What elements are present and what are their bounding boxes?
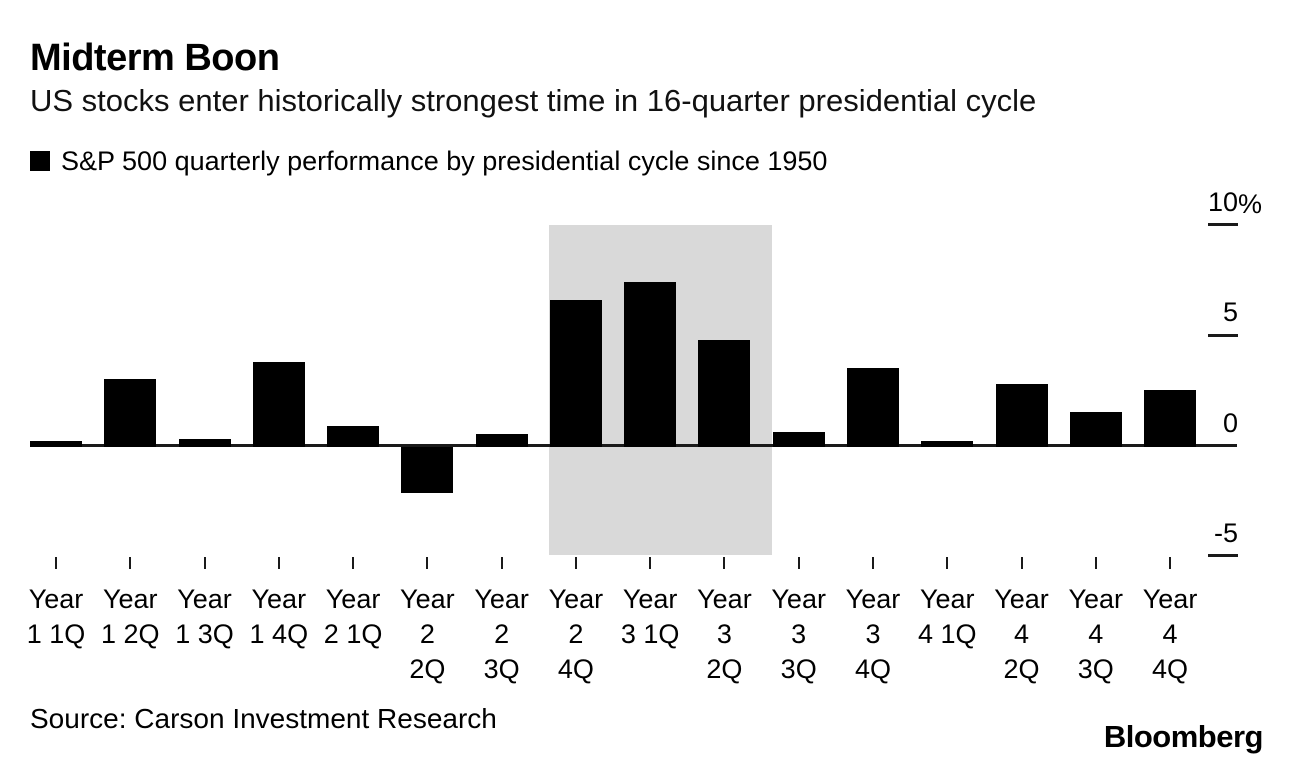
x-category-label: Year 4 3Q <box>1068 584 1124 684</box>
x-category-label: Year 1 2Q <box>100 584 160 649</box>
x-tick <box>500 557 503 569</box>
x-category-label: Year 2 2Q <box>400 584 455 684</box>
x-tick <box>352 557 355 569</box>
x-tick <box>1169 557 1172 569</box>
bloomberg-logo: Bloomberg <box>1103 719 1264 754</box>
y-tick-dash <box>1208 223 1238 227</box>
bar <box>624 282 677 448</box>
bar <box>1069 412 1122 448</box>
x-tick <box>203 557 206 569</box>
x-category-label: Year 1 1Q <box>26 584 86 649</box>
y-tick-label: 5 <box>1222 297 1238 328</box>
x-category-label: Year 4 2Q <box>994 584 1049 684</box>
bar <box>846 368 899 448</box>
bar <box>104 379 157 448</box>
bar <box>178 438 231 448</box>
legend-label: S&P 500 quarterly performance by preside… <box>61 145 828 176</box>
x-category-label: Year 1 4Q <box>249 584 309 649</box>
bar <box>252 361 305 448</box>
x-tick <box>946 557 949 569</box>
chart-subtitle: US stocks enter historically strongest t… <box>30 83 1037 118</box>
x-category-label: Year 2 3Q <box>474 584 529 684</box>
bar <box>549 299 602 448</box>
y-tick-label: -5 <box>1213 517 1238 548</box>
bar <box>30 441 82 448</box>
x-category-label: Year 3 1Q <box>620 584 680 649</box>
bar <box>1144 390 1197 448</box>
x-category-label: Year 4 4Q <box>1142 584 1198 684</box>
bar <box>772 432 825 448</box>
y-tick-label: 0 <box>1222 407 1238 438</box>
page-title: Midterm Boon <box>30 37 280 79</box>
x-category-label: Year 4 1Q <box>917 584 977 649</box>
legend-swatch-icon <box>30 151 50 171</box>
y-tick-dash <box>1208 333 1238 337</box>
x-tick <box>277 557 280 569</box>
y-tick-label: 10% <box>1207 186 1263 219</box>
x-category-label: Year 2 4Q <box>548 584 604 684</box>
bar <box>401 447 454 494</box>
x-category-label: Year 3 4Q <box>845 584 901 684</box>
x-tick <box>574 557 577 569</box>
bar <box>698 339 751 448</box>
bar <box>995 383 1048 448</box>
x-tick <box>797 557 800 569</box>
x-category-label: Year 2 1Q <box>323 584 383 649</box>
x-tick <box>55 557 57 569</box>
x-category-label: Year 1 3Q <box>175 584 234 649</box>
x-category-label: Year 3 2Q <box>697 584 752 684</box>
x-tick <box>1020 557 1023 569</box>
x-category-label: Year 3 3Q <box>771 584 826 684</box>
chart-legend: S&P 500 quarterly performance by preside… <box>30 145 828 176</box>
x-tick <box>129 557 132 569</box>
x-tick <box>426 557 429 569</box>
bar <box>921 441 974 448</box>
y-tick-dash <box>1208 554 1238 558</box>
x-tick <box>871 557 874 569</box>
bar <box>475 434 528 448</box>
x-tick <box>649 557 652 569</box>
x-tick <box>1094 557 1097 569</box>
source-credit: Source: Carson Investment Research <box>30 703 497 734</box>
x-tick <box>723 557 726 569</box>
bar <box>327 425 380 448</box>
